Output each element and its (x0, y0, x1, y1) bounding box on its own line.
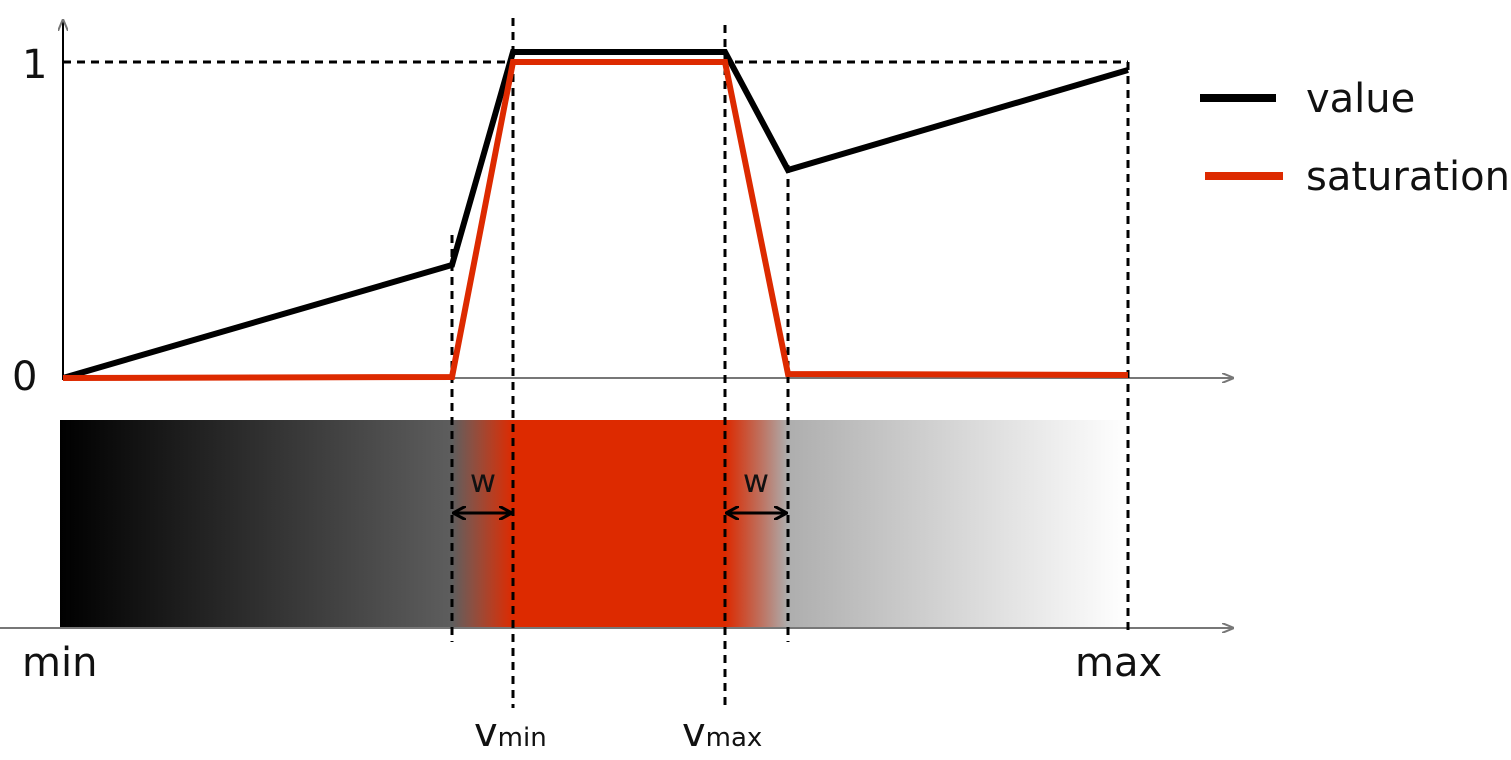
threshold-subscript: min (498, 723, 547, 753)
threshold-label: vmin (474, 710, 547, 756)
width-label: w (743, 462, 769, 500)
threshold-label: vmax (682, 710, 762, 756)
threshold-subscript: max (706, 723, 763, 753)
value-curve (62, 49, 1129, 381)
legend-label: saturation (1306, 154, 1510, 200)
y-bottom-label: 0 (12, 354, 37, 400)
threshold-base: v (474, 710, 498, 756)
saturation-band (452, 420, 788, 628)
saturation-curve (62, 59, 1129, 381)
x-end-label: max (1075, 640, 1162, 686)
legend-label: value (1306, 76, 1415, 122)
x-start-label: min (22, 640, 97, 686)
threshold-base: v (682, 710, 706, 756)
y-top-label: 1 (22, 42, 47, 88)
width-label: w (470, 462, 496, 500)
